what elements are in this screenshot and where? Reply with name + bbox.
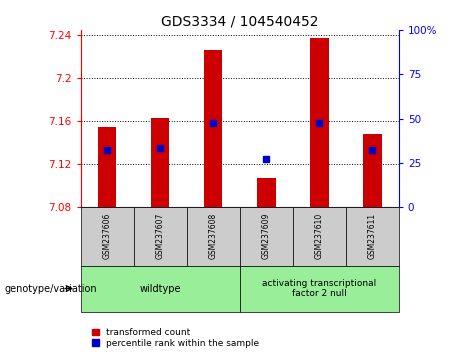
Text: wildtype: wildtype: [139, 284, 181, 293]
Bar: [257, 178, 276, 207]
Bar: [363, 134, 382, 207]
Text: activating transcriptional
factor 2 null: activating transcriptional factor 2 null: [262, 279, 376, 298]
Bar: [98, 127, 117, 207]
Bar: [151, 118, 170, 207]
Text: GSM237610: GSM237610: [315, 213, 324, 259]
Text: GSM237606: GSM237606: [103, 213, 112, 259]
Text: GSM237607: GSM237607: [156, 213, 165, 259]
Bar: [204, 51, 223, 207]
Text: genotype/variation: genotype/variation: [5, 284, 97, 293]
Text: GSM237608: GSM237608: [209, 213, 218, 259]
Title: GDS3334 / 104540452: GDS3334 / 104540452: [161, 15, 319, 29]
Text: GSM237609: GSM237609: [262, 213, 271, 259]
Text: GSM237611: GSM237611: [368, 213, 377, 259]
Bar: [310, 38, 329, 207]
Legend: transformed count, percentile rank within the sample: transformed count, percentile rank withi…: [90, 326, 261, 349]
